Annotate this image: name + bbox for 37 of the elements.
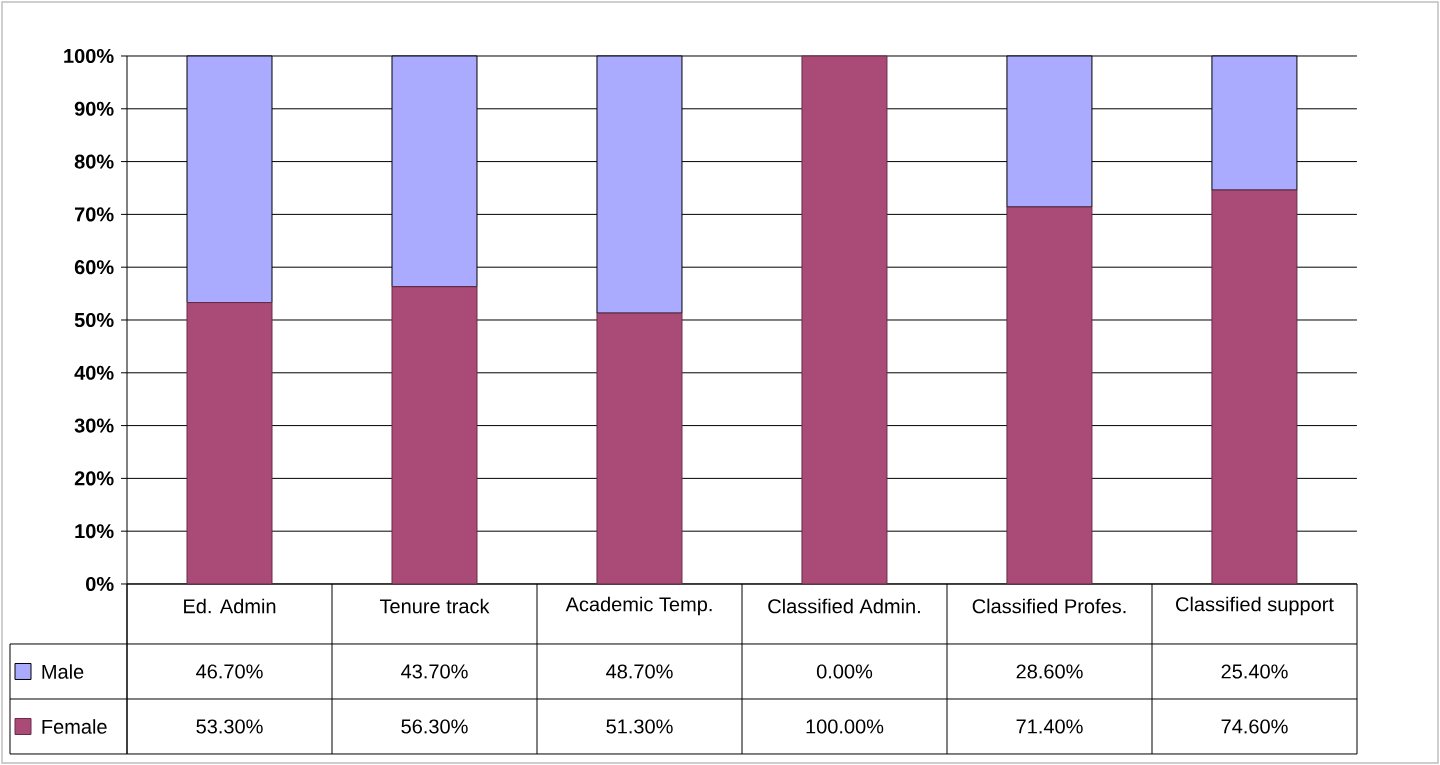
legend-label: Male — [42, 664, 84, 679]
x-tick-label: Tenure track — [379, 598, 490, 614]
y-tick-label: 50% — [74, 312, 114, 328]
y-tick-label: 20% — [74, 471, 114, 486]
bar — [596, 312, 683, 585]
bar — [186, 302, 273, 585]
data-label: 53.30% — [196, 719, 263, 734]
y-tick-label: 80% — [74, 154, 114, 169]
data-label: 28.60% — [1016, 664, 1083, 679]
bar — [391, 286, 478, 585]
data-label: 74.60% — [1221, 719, 1288, 734]
data-label: 71.40% — [1016, 719, 1083, 734]
y-tick-label: 60% — [74, 260, 114, 275]
y-tick-label: 10% — [75, 524, 114, 539]
y-tick-label: 100% — [64, 48, 114, 64]
x-tick-label: Academic Temp. — [565, 596, 712, 616]
data-label: 51.30% — [606, 719, 673, 734]
legend-label: Female — [42, 719, 107, 734]
data-label: 25.40% — [1221, 664, 1288, 679]
bar — [801, 55, 888, 585]
data-label: 0.00% — [816, 664, 873, 679]
y-tick-label: 0% — [86, 576, 114, 592]
y-tick-label: 70% — [74, 207, 114, 222]
data-label: 100.00% — [806, 719, 884, 734]
data-label: 56.30% — [401, 719, 468, 734]
y-tick-label: 90% — [74, 101, 114, 116]
data-label: 48.70% — [606, 664, 673, 679]
x-tick-label: Classified Profes. — [972, 598, 1126, 614]
x-tick-label: Classified Admin. — [768, 598, 920, 614]
y-tick-label: 30% — [74, 418, 114, 433]
bar — [1211, 189, 1298, 585]
y-tick-label: 40% — [74, 365, 114, 380]
bar — [1006, 206, 1093, 585]
x-tick-label: Ed. Admin — [184, 598, 276, 614]
data-label: 46.70% — [196, 664, 263, 679]
x-tick-label: Classified support — [1176, 596, 1334, 616]
data-label: 43.70% — [401, 664, 468, 679]
